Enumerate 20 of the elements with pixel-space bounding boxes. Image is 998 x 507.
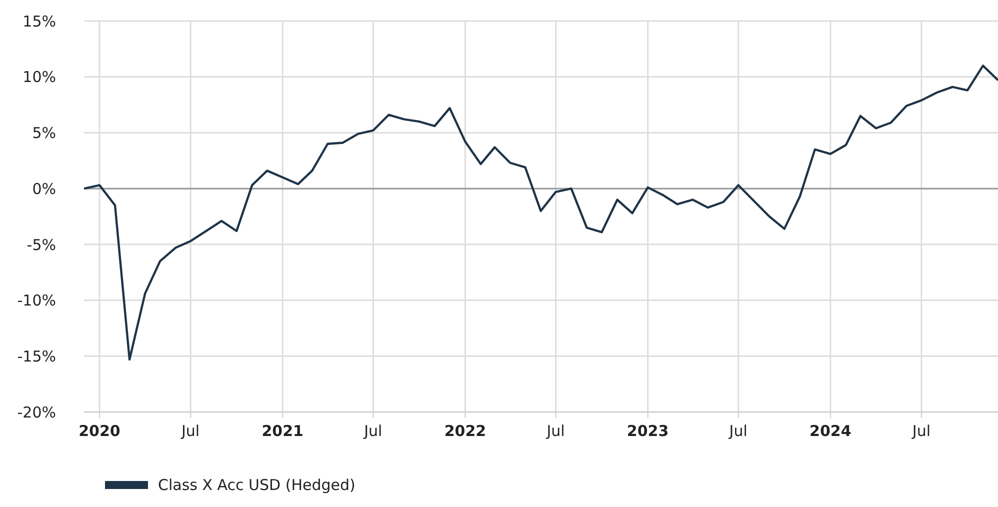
y-tick-label: -5% — [26, 236, 56, 254]
y-tick-label: -10% — [17, 292, 56, 310]
x-tick-label: 2024 — [810, 422, 852, 440]
legend-label: Class X Acc USD (Hedged) — [158, 476, 356, 494]
x-tick-label: Jul — [180, 422, 200, 440]
y-tick-label: 15% — [22, 12, 56, 30]
x-tick-label: Jul — [546, 422, 565, 440]
y-tick-label: -20% — [17, 403, 56, 422]
y-tick-label: -15% — [17, 347, 56, 366]
line-series — [84, 64, 998, 361]
x-tick-label: 2023 — [626, 422, 669, 440]
y-tick-label: 5% — [32, 124, 56, 142]
x-tick-label: 2021 — [262, 422, 304, 440]
x-tick-label: Jul — [363, 422, 382, 440]
y-tick-label: 10% — [22, 68, 56, 86]
y-tick-label: 0% — [32, 180, 56, 198]
x-tick-label: Jul — [728, 422, 748, 440]
x-tick-label: 2020 — [78, 422, 120, 440]
x-tick-label: 2022 — [444, 422, 486, 440]
x-tick-label: Jul — [911, 422, 931, 440]
